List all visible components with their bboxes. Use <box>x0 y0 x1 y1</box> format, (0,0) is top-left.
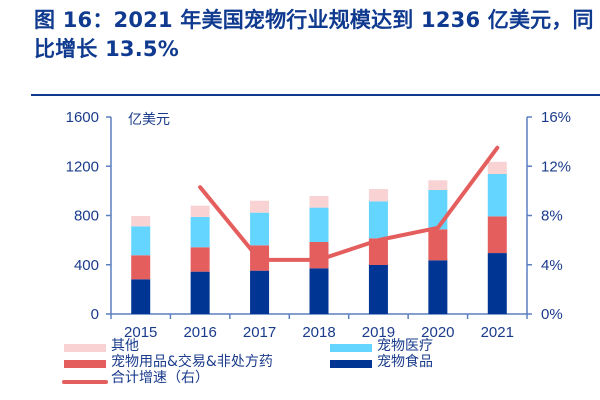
x-tick-label: 2016 <box>183 324 216 341</box>
bar-segment <box>368 189 388 202</box>
chart-title: 图 16：2021 年美国宠物行业规模达到 1236 亿美元，同比增长 13.5… <box>34 8 594 61</box>
legend-swatch <box>64 360 106 368</box>
bar-segment <box>190 205 210 217</box>
bar-segment <box>131 255 151 280</box>
title-divider <box>31 94 600 96</box>
x-tick-label: 2015 <box>124 324 157 341</box>
bar-segment <box>368 264 388 314</box>
bar-segment <box>428 229 448 261</box>
bar-segment <box>428 190 448 230</box>
bar-segment <box>131 226 151 256</box>
y-tick-label: 0 <box>91 306 99 323</box>
bar-segment <box>309 268 329 314</box>
x-tick-label: 2017 <box>243 324 276 341</box>
axes: 0 400 800 1200 1600 0% 4% 8% 12% 16% 2015 2016 2017 2… <box>66 109 571 341</box>
legend-line-swatch <box>62 380 108 384</box>
bar-segment <box>309 207 329 242</box>
bars <box>131 161 507 314</box>
legend-label: 合计增速（右） <box>111 370 209 386</box>
bar-segment <box>487 216 507 254</box>
y2-tick-label: 0% <box>541 306 563 323</box>
growth-line-path <box>198 145 500 262</box>
bar-segment <box>368 201 388 239</box>
x-tick-label: 2021 <box>481 324 514 341</box>
y-axis-unit-label: 亿美元 <box>128 112 170 128</box>
legend-swatch <box>64 344 106 352</box>
y-tick-label: 800 <box>74 208 99 225</box>
bar-segment <box>190 247 210 272</box>
legend-swatch <box>330 360 372 368</box>
bar-segment <box>250 212 270 246</box>
legend-label: 宠物食品 <box>377 354 433 370</box>
bar-segment <box>190 271 210 314</box>
bar-segment <box>487 174 507 217</box>
bar-segment <box>309 241 329 269</box>
bar-segment <box>487 161 507 175</box>
bar-segment <box>250 270 270 314</box>
legend-label: 其他 <box>111 338 139 354</box>
x-tick-label: 2019 <box>362 324 395 341</box>
bar-segment <box>428 260 448 314</box>
legend-label: 宠物医疗 <box>377 338 433 354</box>
x-tick-label: 2018 <box>302 324 335 341</box>
y2-tick-label: 12% <box>541 158 571 175</box>
bar-segment <box>487 253 507 314</box>
growth-line <box>198 145 500 262</box>
bar-segment <box>428 180 448 191</box>
bar-segment <box>368 238 388 265</box>
bar-segment <box>309 196 329 208</box>
y-tick-label: 400 <box>74 257 99 274</box>
bar-segment <box>250 200 270 213</box>
legend-label: 宠物用品&交易&非处方药 <box>111 354 273 370</box>
legend-swatch <box>330 344 372 352</box>
x-tick-label: 2020 <box>421 324 454 341</box>
bar-segment <box>190 216 210 248</box>
y2-tick-label: 16% <box>541 109 571 126</box>
y-tick-label: 1600 <box>66 109 99 126</box>
y2-tick-label: 8% <box>541 208 563 225</box>
y-tick-label: 1200 <box>66 158 99 175</box>
bar-segment <box>131 279 151 314</box>
bar-segment <box>131 215 151 227</box>
y2-tick-label: 4% <box>541 257 563 274</box>
